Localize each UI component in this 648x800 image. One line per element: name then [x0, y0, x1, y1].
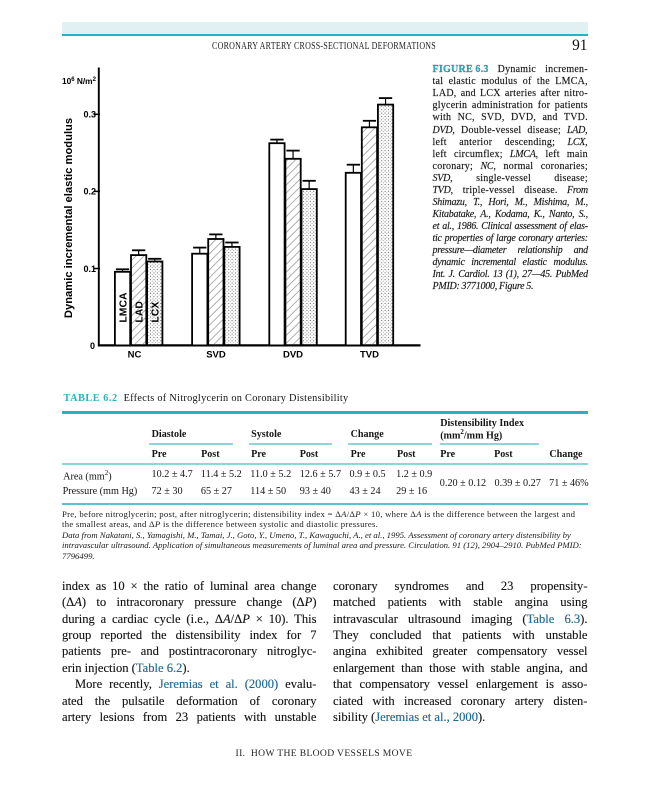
svg-text:LCX: LCX — [151, 302, 162, 323]
svg-text:0.1: 0.1 — [83, 264, 96, 274]
svg-text:DVD: DVD — [283, 350, 303, 361]
svg-text:LMCA: LMCA — [118, 292, 129, 323]
svg-text:NC: NC — [128, 350, 142, 361]
svg-text:0: 0 — [90, 341, 95, 351]
svg-text:0.2: 0.2 — [83, 187, 96, 197]
svg-text:106 N/m2: 106 N/m2 — [62, 76, 97, 86]
svg-text:TVD: TVD — [360, 350, 379, 361]
svg-text:LAD: LAD — [134, 301, 145, 323]
svg-text:0.3: 0.3 — [83, 110, 96, 120]
svg-text:SVD: SVD — [206, 350, 226, 361]
svg-text:Dynamic incremental elastic mo: Dynamic incremental elastic modulus — [63, 118, 75, 318]
